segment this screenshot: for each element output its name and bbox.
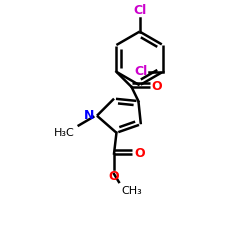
Text: H₃C: H₃C	[54, 128, 75, 138]
Text: CH₃: CH₃	[121, 186, 142, 196]
Text: O: O	[109, 170, 119, 183]
Text: O: O	[134, 147, 145, 160]
Text: Cl: Cl	[134, 65, 147, 78]
Text: Cl: Cl	[133, 4, 146, 17]
Text: N: N	[84, 109, 94, 122]
Text: O: O	[152, 80, 162, 94]
